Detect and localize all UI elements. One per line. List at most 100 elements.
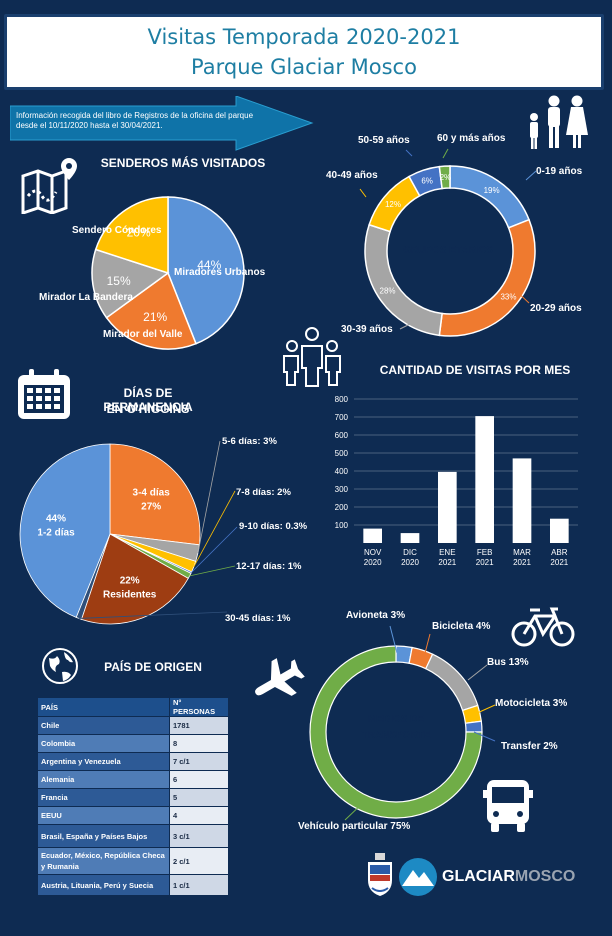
grupos-label-0: 0-19 años <box>536 166 583 177</box>
grupos-title: GRUPOS ETARIOS <box>403 245 493 256</box>
dias-title-2: EN O'HIGGINS <box>106 402 190 416</box>
wordmark-glaciar: GLACIAR <box>442 868 515 885</box>
dias-leader-2 <box>193 490 236 567</box>
table-cell-pais: EEUU <box>37 806 170 825</box>
info-note: Información recogida del libro de Regist… <box>16 111 254 130</box>
visitas-bar-0 <box>363 528 382 543</box>
transporte-label-4: Transfer 2% <box>501 741 558 752</box>
senderos-label-1: Mirador del Valle <box>103 329 183 340</box>
dias-inner-label-5-b: Residentes <box>103 589 157 600</box>
table-cell-pais: Austria, Lituania, Perú y Suecia <box>37 874 170 896</box>
transporte-title: MEDIOS DE TRANSPORTE <box>346 712 446 744</box>
visitas-xtick-1-0: DIC <box>403 548 417 557</box>
transporte-leader-0 <box>389 625 398 654</box>
senderos-slice-2 <box>91 248 170 319</box>
senderos-value-3: 20% <box>127 226 151 240</box>
visitas-bar-5 <box>550 518 569 543</box>
senderos-label-3: Sendero Cóndores <box>72 225 162 236</box>
table-cell-personas: 8 <box>169 734 229 753</box>
visitas-xtick-2-1: 2021 <box>438 558 456 567</box>
dias-inner-label-7-a: 44% <box>46 513 66 524</box>
airplane-icon <box>255 658 305 696</box>
country-table-wrap: PAÍS N° PERSONAS Chile 1781 Colombia 8 Arg… <box>37 697 229 896</box>
senderos-title: SENDEROS MÁS VISITADOS <box>100 156 266 170</box>
transporte-leader-5 <box>344 799 367 821</box>
transporte-title-2: TRANSPORTE <box>361 730 431 741</box>
table-row: Alemania 6 <box>37 770 229 789</box>
wordmark-mosco: MOSCO <box>514 868 576 885</box>
visitas-xtick-5-0: ABR <box>551 548 568 557</box>
title-line-1: Visitas Temporada 2020-2021 <box>147 25 461 49</box>
dias-callout-1: 7-8 días: 2% <box>236 487 291 498</box>
dias-callout-4: 30-45 días: 1% <box>225 613 291 624</box>
table-cell-personas: 3 c/1 <box>169 824 229 848</box>
visitas-xtick-1-1: 2020 <box>401 558 419 567</box>
grupos-label-3: 40-49 años <box>326 170 378 181</box>
grupos-value-2: 28% <box>380 287 396 296</box>
table-row: EEUU 4 <box>37 806 229 825</box>
senderos-pie: 44% 21% 15% 20% <box>91 196 245 350</box>
table-cell-personas: 5 <box>169 788 229 807</box>
senderos-label-2: Mirador La Bandera <box>39 292 133 303</box>
dias-callout-0: 5-6 días: 3% <box>222 436 277 447</box>
table-cell-pais: Chile <box>37 716 170 735</box>
visitas-bar-chart: 100200300400500600700800NOV2020DIC2020EN… <box>335 395 578 567</box>
table-row: Brasil, España y Países Bajos 3 c/1 <box>37 824 229 848</box>
table-cell-personas: 7 c/1 <box>169 752 229 771</box>
table-row: Chile 1781 <box>37 716 229 735</box>
visitas-xtick-5-1: 2021 <box>550 558 568 567</box>
visitas-xtick-2-0: ENE <box>439 548 455 557</box>
grupos-leader-3 <box>359 188 367 198</box>
visitas-bar-2 <box>438 471 457 543</box>
transporte-slice-5 <box>309 645 483 819</box>
title-line-2: Parque Glaciar Mosco <box>191 55 417 79</box>
dias-leader-4 <box>189 565 236 577</box>
table-row: Ecuador, México, República Checa y Ruman… <box>37 847 229 875</box>
visitas-ytick-6: 700 <box>335 413 349 422</box>
dias-slice-7 <box>19 443 111 618</box>
grupos-leaders <box>359 148 537 330</box>
table-cell-personas: 1781 <box>169 716 229 735</box>
country-table: PAÍS N° PERSONAS Chile 1781 Colombia 8 Arg… <box>37 697 229 896</box>
visitas-xtick-3-1: 2021 <box>476 558 494 567</box>
info-arrow <box>10 96 314 151</box>
table-cell-personas: 1 c/1 <box>169 874 229 896</box>
table-row: Colombia 8 <box>37 734 229 753</box>
grupos-leader-0 <box>525 170 537 181</box>
grupos-value-0: 19% <box>484 186 500 195</box>
visitas-bar-4 <box>512 458 532 543</box>
table-cell-pais: Francia <box>37 788 170 807</box>
transporte-leader-4 <box>473 731 496 742</box>
dias-callout-3: 12-17 días: 1% <box>236 561 302 572</box>
municipal-crest-logo <box>368 853 392 896</box>
visitas-bar-3 <box>475 416 494 543</box>
glaciar-mosco-wordmark: GLACIARMOSCO <box>442 868 575 886</box>
grupos-value-4: 6% <box>421 177 433 186</box>
transporte-label-5: Vehículo particular 75% <box>298 821 411 832</box>
table-header-personas: N° PERSONAS <box>169 697 229 717</box>
table-cell-pais: Colombia <box>37 734 170 753</box>
grupos-value-5: 2% <box>440 173 452 182</box>
transporte-label-1: Bicicleta 4% <box>432 621 491 632</box>
dias-slice-0 <box>109 443 201 546</box>
dias-inner-label-0-a: 3-4 días <box>133 488 171 499</box>
transporte-label-0: Avioneta 3% <box>346 610 406 621</box>
transporte-label-3: Motocicleta 3% <box>495 698 568 709</box>
glaciar-mosco-emblem <box>399 858 437 896</box>
table-cell-pais: Ecuador, México, República Checa y Ruman… <box>37 847 170 875</box>
dias-leader-6 <box>78 611 228 619</box>
senderos-slice-0 <box>167 196 245 345</box>
dias-inner-label-5-a: 22% <box>120 575 140 586</box>
grupos-leader-4 <box>405 149 413 157</box>
table-cell-personas: 2 c/1 <box>169 847 229 875</box>
visitas-xtick-0-1: 2020 <box>364 558 382 567</box>
table-cell-pais: Argentina y Venezuela <box>37 752 170 771</box>
visitas-bar-1 <box>400 533 420 543</box>
visitas-ytick-1: 200 <box>335 503 349 512</box>
grupos-slice-5 <box>438 165 451 190</box>
globe-icon <box>42 648 78 684</box>
table-cell-pais: Brasil, España y Países Bajos <box>37 824 170 848</box>
visitas-ytick-4: 500 <box>335 449 349 458</box>
dias-inner-label-7-b: 1-2 días <box>37 527 75 538</box>
visitas-ytick-5: 600 <box>335 431 349 440</box>
